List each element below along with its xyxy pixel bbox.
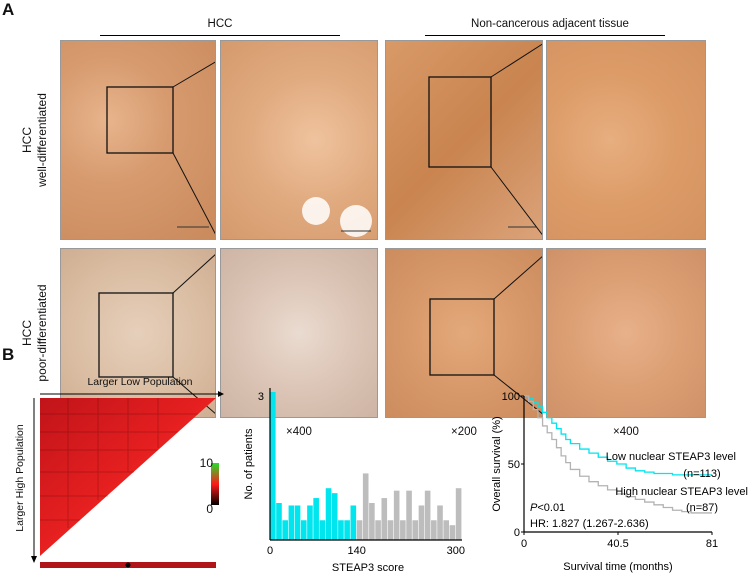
histogram-bar [412, 520, 419, 540]
histogram-bar [356, 520, 363, 540]
histogram-y-tick: 3 [258, 391, 264, 403]
histogram-bar [325, 488, 332, 540]
survival-y-tick: 50 [508, 459, 520, 471]
histogram-bar [387, 520, 394, 540]
micrograph-texture [429, 256, 542, 415]
micrograph-adjacent-poor-x200 [385, 248, 543, 418]
magnification-label: ×400 [613, 426, 639, 438]
histogram-bar [431, 520, 437, 540]
survival-line-low [524, 395, 712, 476]
histogram-bar [338, 520, 344, 540]
p-value-text: <0.01 [537, 502, 565, 514]
histogram-bar [455, 488, 462, 540]
survival-y-label: Overall survival (%) [491, 416, 503, 511]
histogram-y-label: No. of patients [243, 428, 255, 499]
histogram-bar [437, 505, 443, 540]
legend-high-n: (n=87) [686, 502, 718, 514]
histogram-bar [406, 490, 412, 540]
histogram-bar [369, 503, 375, 540]
legend-high: High nuclear STEAP3 level [615, 486, 748, 498]
group-underline-hcc [100, 35, 340, 36]
histogram-bar [319, 520, 326, 540]
micrograph-texture [302, 197, 372, 237]
micrograph-adjacent-well-x400 [546, 40, 706, 240]
survival-y-tick: 100 [502, 391, 520, 403]
micrograph-hcc-well-x400 [220, 40, 378, 240]
histogram-x-tick: 140 [348, 545, 366, 557]
histogram-bar [375, 520, 381, 540]
survival-x-tick: 81 [706, 538, 718, 550]
hazard-ratio: HR: 1.827 (1.267-2.636) [530, 518, 649, 530]
p-value: P<0.01 [530, 502, 565, 514]
micrograph-texture [106, 61, 215, 235]
magnification-label: ×200 [451, 426, 477, 438]
histogram-bar [381, 498, 388, 540]
group-underline-adjacent [425, 35, 665, 36]
histogram-bar [270, 392, 276, 540]
histogram-bar [443, 520, 450, 540]
legend-low: Low nuclear STEAP3 level [606, 451, 736, 463]
histogram-bar [282, 520, 288, 540]
micrograph-hcc-poor-x400 [220, 248, 378, 418]
histogram-bar [362, 473, 369, 540]
survival-x-label: Survival time (months) [563, 561, 672, 573]
heatmap-scale-max: 10 [199, 456, 213, 470]
group-label-adjacent: Non-cancerous adjacent tissue [471, 18, 629, 30]
histogram-bar [288, 505, 295, 540]
histogram-bar [400, 520, 406, 540]
row-label-well-line2: well-differentiated [35, 93, 49, 187]
histogram-x-tick: 0 [267, 545, 273, 557]
histogram-x-label: STEAP3 score [332, 562, 404, 574]
heatmap-color-scale [211, 463, 219, 505]
micrograph-hcc-well-x200 [60, 40, 216, 240]
histogram-bar [276, 503, 282, 540]
cutoff-marker [125, 562, 131, 568]
histogram-bar [424, 490, 431, 540]
histogram-x-tick: 300 [447, 545, 465, 557]
histogram-bar [313, 498, 319, 540]
histogram-chart: 3 0 140 300 STEAP3 score No. of patients [243, 388, 465, 574]
survival-x-tick: 0 [521, 538, 527, 550]
panel-letter-b: B [2, 345, 15, 364]
row-label-well: HCC well-differentiated [20, 40, 56, 240]
heatmap-scale-min: 0 [206, 502, 213, 516]
histogram-bar [294, 505, 301, 540]
micrograph-adjacent-well-x200 [385, 40, 543, 240]
survival-line-high [524, 395, 712, 514]
histogram-bar [307, 505, 313, 540]
histogram-bar [449, 525, 456, 540]
magnification-label: ×400 [286, 426, 312, 438]
micrograph-hcc-poor-x200 [60, 248, 216, 418]
heatmap-svg [31, 391, 224, 568]
heatmap-top-label: Larger Low Population [87, 376, 193, 388]
panel-letter-a: A [2, 0, 15, 19]
heatmap-triangle [40, 398, 216, 556]
micrograph-texture [428, 43, 542, 236]
histogram-bar [300, 520, 307, 540]
legend-low-n: (n=113) [683, 468, 720, 480]
group-label-hcc: HCC [207, 18, 233, 30]
row-label-well-line1: HCC [20, 127, 34, 153]
histogram-bar [350, 505, 357, 540]
survival-x-tick: 40.5 [607, 538, 628, 550]
micrograph-adjacent-poor-x400 [546, 248, 706, 418]
histogram-bar [344, 520, 350, 540]
survival-y-tick: 0 [514, 527, 520, 539]
survival-chart: 100 50 00 40.5 81 Survival time (months) Ove… [491, 391, 748, 573]
heatmap-left-label: Larger High Population [14, 424, 26, 532]
p-value-symbol: P [530, 502, 538, 514]
histogram-bar [331, 493, 338, 540]
histogram-bar [418, 505, 425, 540]
histogram-bar [393, 490, 400, 540]
micrograph-texture [98, 254, 215, 414]
